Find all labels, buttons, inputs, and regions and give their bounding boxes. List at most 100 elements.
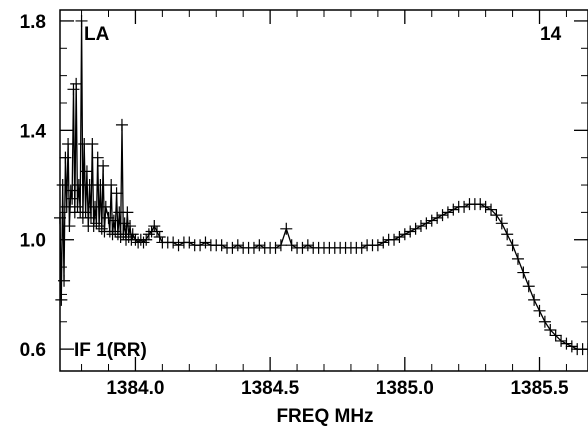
data-point: [107, 214, 120, 227]
plot-frame: [59, 9, 588, 372]
data-point: [86, 138, 99, 151]
data-point: [215, 239, 228, 252]
annotation-bottom-left: IF 1(RR): [74, 340, 147, 361]
data-point: [528, 293, 541, 306]
data-point: [485, 203, 498, 216]
data-point: [95, 222, 108, 235]
data-point: [140, 233, 153, 246]
data-point: [59, 151, 72, 164]
data-point: [479, 200, 492, 213]
data-point: [582, 343, 588, 356]
data-point: [490, 209, 503, 222]
data-point: [431, 211, 444, 224]
data-point: [124, 220, 137, 233]
data-point: [280, 222, 293, 235]
y-tick-label: 0.6: [20, 340, 46, 361]
data-point: [118, 217, 131, 230]
data-point: [441, 206, 454, 219]
data-point: [522, 280, 535, 293]
data-point: [199, 236, 212, 249]
data-point: [458, 200, 471, 213]
data-point: [80, 165, 93, 178]
x-axis-title: FREQ MHz: [276, 406, 373, 427]
data-point: [126, 228, 139, 241]
x-tick-label: 1384.5: [241, 378, 300, 399]
data-point: [420, 217, 433, 230]
data-point: [83, 179, 96, 192]
data-point: [70, 77, 83, 90]
data-point: [67, 83, 80, 96]
data-point: [501, 228, 514, 241]
data-point: [142, 228, 155, 241]
data-point: [409, 222, 422, 235]
data-point: [565, 340, 578, 353]
data-point: [194, 239, 207, 252]
data-point: [60, 200, 73, 213]
data-point: [404, 225, 417, 238]
annotation-top-left: LA: [84, 24, 110, 45]
data-point: [93, 220, 106, 233]
data-point: [538, 315, 551, 328]
data-point: [63, 220, 76, 233]
x-tick-label: 1384.0: [106, 378, 164, 399]
data-point: [296, 241, 309, 254]
data-point: [511, 252, 524, 265]
data-point: [474, 198, 487, 211]
data-point: [115, 118, 128, 131]
data-point: [274, 239, 287, 252]
data-point: [71, 200, 84, 213]
series-line: [59, 20, 588, 350]
data-point: [110, 187, 123, 200]
data-point: [91, 151, 104, 164]
data-point: [54, 211, 66, 224]
data-point: [398, 228, 411, 241]
data-point: [109, 225, 122, 238]
data-point: [97, 159, 110, 172]
data-point: [533, 304, 546, 317]
data-markers: [54, 14, 588, 356]
data-point: [436, 209, 449, 222]
data-point: [137, 236, 150, 249]
axis-tick-labels: 1384.0 1384.5 1385.0 1385.5 0.6 1.0 1.4 1.8: [20, 12, 569, 399]
data-point: [393, 230, 406, 243]
data-point: [99, 200, 112, 213]
data-point: [150, 225, 163, 238]
data-curve: [59, 20, 588, 350]
data-point: [75, 14, 88, 27]
data-point: [72, 179, 85, 192]
x-tick-label: 1385.0: [376, 378, 434, 399]
data-point: [102, 211, 115, 224]
data-point: [425, 214, 438, 227]
data-point: [231, 239, 244, 252]
data-point: [183, 236, 196, 249]
data-point: [355, 241, 368, 254]
data-point: [90, 217, 103, 230]
data-point: [414, 220, 427, 233]
y-tick-label: 1.8: [20, 12, 46, 33]
data-point: [172, 239, 185, 252]
annotation-top-right: 14: [540, 24, 562, 45]
data-point: [253, 239, 266, 252]
data-point: [285, 239, 298, 252]
data-point: [377, 236, 390, 249]
data-point: [56, 179, 69, 192]
data-point: [79, 206, 92, 219]
data-point: [301, 239, 314, 252]
data-point: [62, 138, 75, 151]
data-point: [105, 179, 118, 192]
data-point: [121, 206, 134, 219]
data-point: [544, 323, 557, 336]
data-point: [64, 184, 77, 197]
data-point: [226, 241, 239, 254]
data-point: [84, 211, 97, 224]
data-point: [517, 266, 530, 279]
data-point: [66, 192, 79, 205]
x-tick-label: 1385.5: [510, 378, 569, 399]
data-point: [55, 293, 68, 306]
data-point: [247, 241, 260, 254]
data-point: [89, 200, 102, 213]
data-point: [167, 236, 180, 249]
data-point: [58, 274, 71, 287]
y-tick-label: 1.0: [20, 231, 46, 252]
